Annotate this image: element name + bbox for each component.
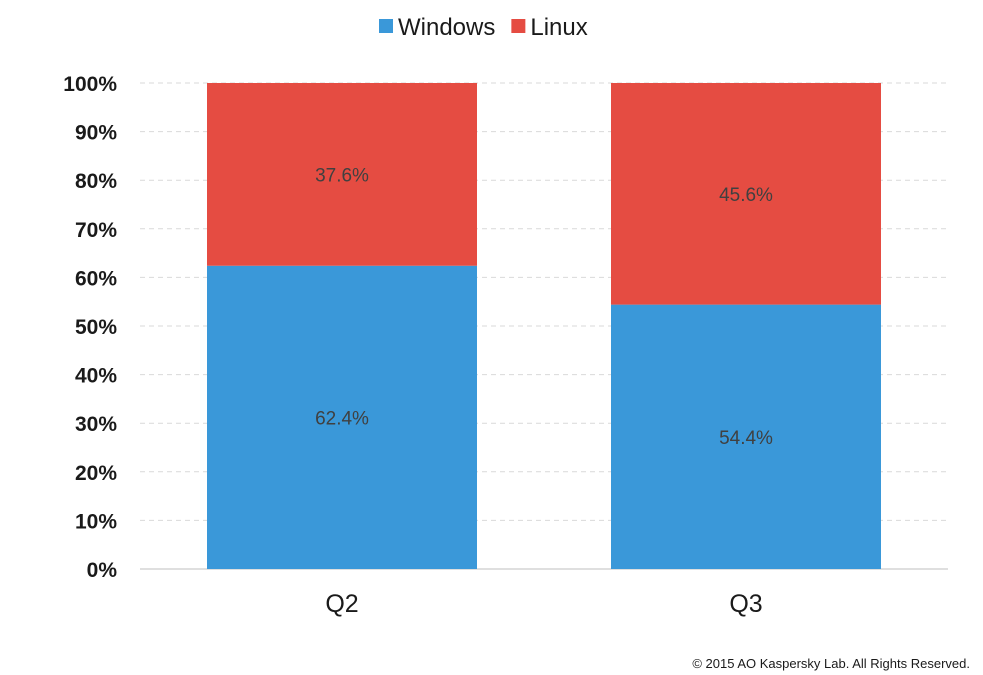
x-tick-label-q3: Q3 (729, 590, 762, 618)
bar-linux-q2 (207, 83, 477, 266)
y-tick-label: 40% (75, 365, 117, 388)
data-label-windows-q3: 54.4% (719, 428, 773, 449)
y-tick-label: 30% (75, 413, 117, 436)
bar-linux-q3 (611, 83, 881, 305)
x-axis: Q2 Q3 (325, 590, 762, 618)
y-tick-label: 20% (75, 462, 117, 485)
legend: Windows Linux (379, 14, 588, 41)
data-label-linux-q2: 37.6% (315, 165, 369, 186)
data-labels: 62.4% 37.6% 54.4% 45.6% (315, 165, 773, 448)
y-tick-label: 90% (75, 122, 117, 145)
legend-label-windows: Windows (398, 14, 495, 41)
data-label-linux-q3: 45.6% (719, 185, 773, 206)
legend-label-linux: Linux (530, 14, 587, 41)
bars (207, 83, 881, 569)
legend-swatch-linux (511, 19, 526, 33)
x-tick-label-q2: Q2 (325, 590, 358, 618)
bar-windows-q3 (611, 304, 881, 569)
y-axis: 0% 10% 20% 30% 40% 50% 60% 70% 80% 90% 100% (63, 73, 117, 582)
bar-windows-q2 (207, 265, 477, 569)
y-tick-label: 0% (87, 559, 118, 582)
y-tick-label: 10% (75, 510, 117, 533)
y-tick-label: 70% (75, 219, 117, 242)
copyright-notice: © 2015 AO Kaspersky Lab. All Rights Rese… (692, 656, 970, 671)
y-tick-label: 60% (75, 267, 117, 290)
legend-swatch-windows (379, 19, 393, 33)
y-tick-label: 50% (75, 316, 117, 339)
y-tick-label: 80% (75, 170, 117, 193)
data-label-windows-q2: 62.4% (315, 408, 369, 429)
y-tick-label: 100% (63, 73, 117, 96)
